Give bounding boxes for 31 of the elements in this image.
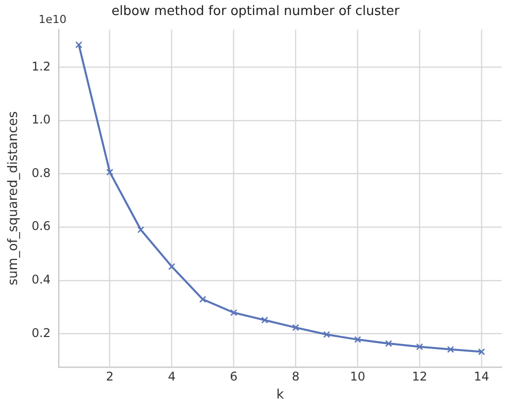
x-axis-title: k: [276, 388, 284, 403]
x-tick-label: 8: [292, 369, 300, 384]
point: [416, 343, 424, 350]
x-tick-label: 12: [412, 369, 428, 384]
point: [168, 263, 176, 270]
point: [199, 296, 206, 303]
y-tick-label: 1.0: [32, 112, 51, 127]
point: [385, 340, 392, 348]
x-tick-label: 10: [350, 369, 366, 384]
y-tick-label: 0.2: [32, 326, 51, 340]
point: [478, 348, 486, 356]
point: [230, 309, 238, 316]
y-tick-label: 0.4: [32, 272, 51, 287]
x-tick-label: 6: [230, 369, 238, 384]
y-tick-label: 1.2: [32, 59, 51, 74]
point: [106, 168, 114, 176]
point: [323, 331, 330, 338]
point: [137, 226, 144, 234]
point: [261, 316, 268, 324]
x-tick-label: 4: [168, 369, 176, 384]
y-tick-label: 0.6: [32, 219, 51, 234]
point: [354, 336, 362, 344]
x-tick-label: 2: [106, 369, 114, 384]
point: [75, 41, 82, 48]
y-tick-label: 0.8: [32, 166, 51, 180]
y-axis-title: sum_of_squared_distances: [6, 111, 22, 286]
point: [292, 324, 300, 332]
chart-title: elbow method for optimal number of cluster: [112, 4, 400, 20]
x-tick-label: 14: [474, 369, 490, 384]
point: [447, 346, 454, 353]
text: 1e10: [38, 12, 66, 26]
